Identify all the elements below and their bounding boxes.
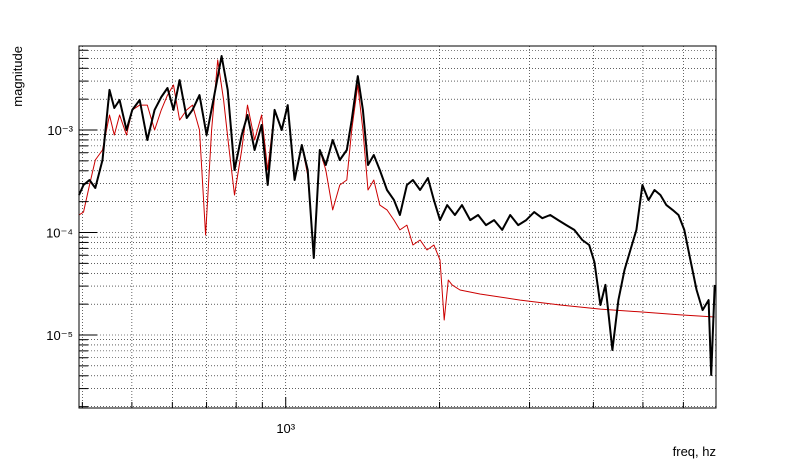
y-tick-label: 10⁻⁴	[46, 226, 73, 241]
series-line	[78, 55, 716, 376]
y-tick-label: 10⁻⁵	[46, 328, 73, 343]
plot-frame	[78, 45, 717, 409]
plot-lines	[78, 55, 716, 376]
x-tick-label: 10³	[276, 421, 295, 436]
y-tick-label: 10⁻³	[47, 123, 73, 138]
y-axis-title: magnitude	[10, 46, 25, 107]
x-axis-title: freq, hz	[673, 444, 716, 459]
ticks-group: 10⁻⁵ 10⁻⁴ 10⁻³ 10³	[46, 49, 684, 436]
